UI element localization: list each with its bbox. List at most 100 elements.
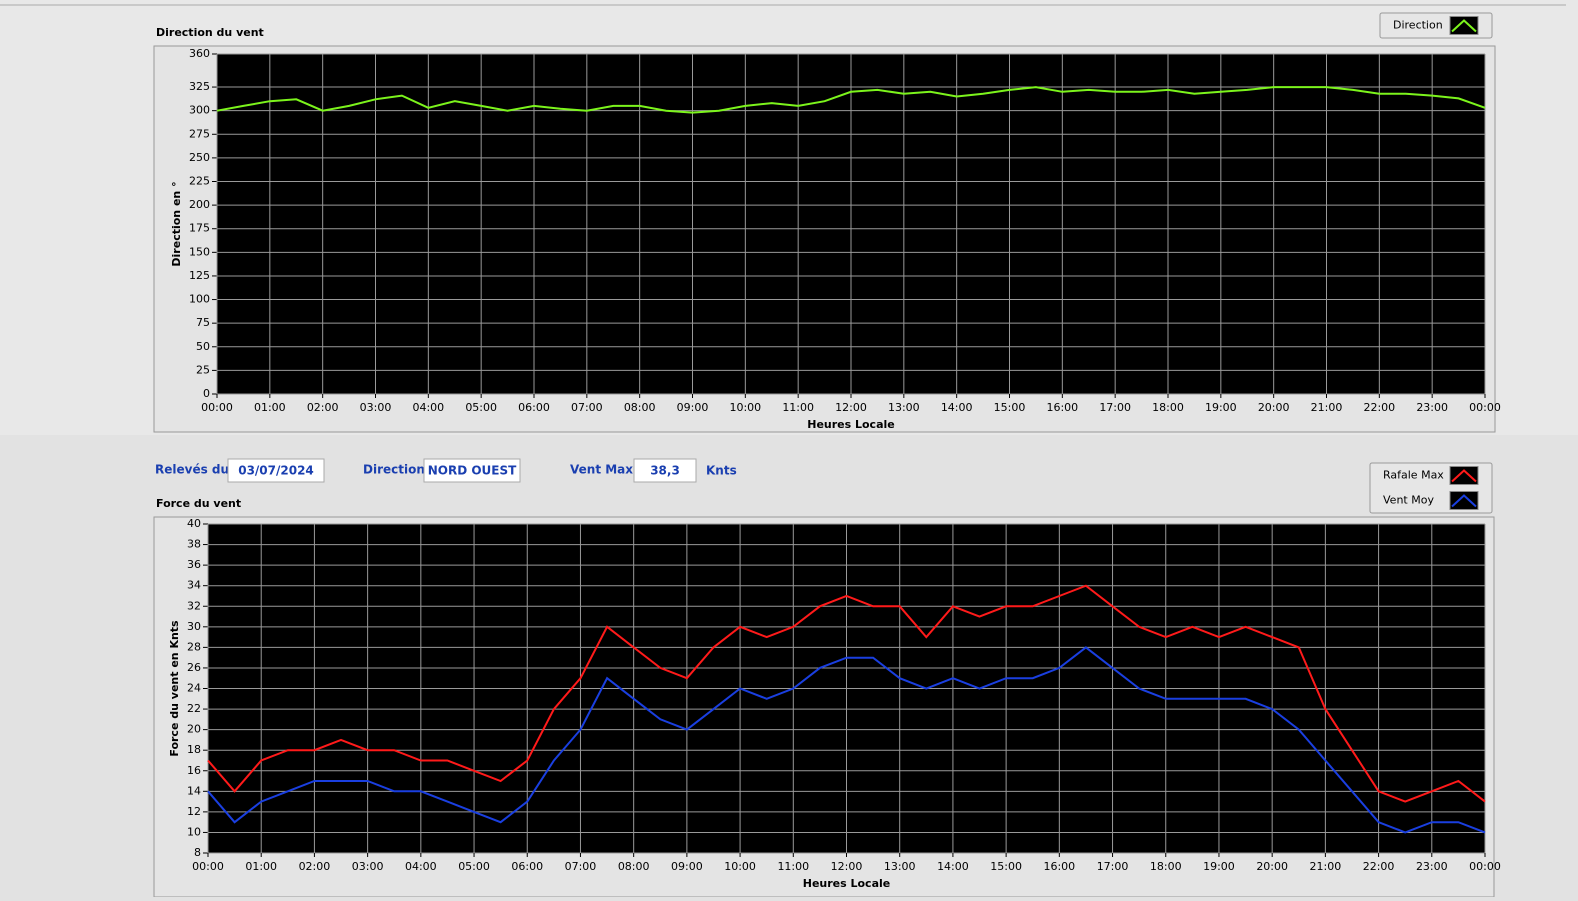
y-tick-label: 100: [189, 293, 210, 306]
x-tick-label: 13:00: [888, 401, 920, 414]
x-tick-label: 00:00: [1469, 401, 1501, 414]
y-tick-label: 28: [187, 640, 201, 653]
y-tick-label: 200: [189, 198, 210, 211]
legend-label: Vent Moy: [1383, 494, 1434, 507]
x-tick-label: 02:00: [299, 860, 331, 873]
legend-swatch: [1451, 494, 1477, 508]
y-tick-label: 38: [187, 538, 201, 551]
y-tick-label: 250: [189, 151, 210, 164]
y-tick-label: 16: [187, 764, 201, 777]
x-tick-label: 11:00: [777, 860, 809, 873]
chart-title: Direction du vent: [156, 26, 264, 39]
y-tick-label: 25: [196, 363, 210, 376]
x-tick-label: 12:00: [831, 860, 863, 873]
y-tick-label: 325: [189, 80, 210, 93]
y-tick-label: 18: [187, 743, 201, 756]
chart-title: Force du vent: [156, 497, 241, 510]
legend-label: Direction: [1393, 19, 1443, 32]
y-tick-label: 36: [187, 558, 201, 571]
y-tick-label: 175: [189, 222, 210, 235]
series-line: [216, 86, 1486, 114]
x-tick-label: 08:00: [624, 401, 656, 414]
x-tick-label: 16:00: [1046, 401, 1078, 414]
x-tick-label: 05:00: [465, 401, 497, 414]
field-value: NORD OUEST: [428, 464, 517, 478]
y-tick-label: 40: [187, 517, 201, 530]
series-line: [207, 584, 1486, 803]
x-tick-label: 06:00: [511, 860, 543, 873]
x-tick-label: 01:00: [254, 401, 286, 414]
x-tick-label: 07:00: [565, 860, 597, 873]
x-tick-label: 17:00: [1099, 401, 1131, 414]
field-unit: Knts: [706, 464, 737, 478]
x-tick-label: 03:00: [360, 401, 392, 414]
field-box: [423, 458, 521, 483]
x-axis-label: Heures Locale: [807, 418, 895, 431]
x-axis-label: Heures Locale: [803, 877, 891, 890]
y-axis-label: Force du vent en Knts: [168, 620, 181, 757]
x-tick-label: 21:00: [1311, 401, 1343, 414]
x-tick-label: 17:00: [1097, 860, 1129, 873]
y-tick-label: 10: [187, 825, 201, 838]
y-tick-label: 30: [187, 620, 201, 633]
x-tick-label: 04:00: [405, 860, 437, 873]
y-tick-label: 50: [196, 340, 210, 353]
x-tick-label: 20:00: [1258, 401, 1290, 414]
x-tick-label: 20:00: [1256, 860, 1288, 873]
x-tick-label: 19:00: [1203, 860, 1235, 873]
legend-swatch: [1451, 469, 1477, 483]
x-tick-label: 10:00: [729, 401, 761, 414]
y-tick-label: 75: [196, 316, 210, 329]
x-tick-label: 04:00: [412, 401, 444, 414]
x-tick-label: 12:00: [835, 401, 867, 414]
x-tick-label: 01:00: [245, 860, 277, 873]
x-tick-label: 18:00: [1150, 860, 1182, 873]
x-tick-label: 10:00: [724, 860, 756, 873]
x-tick-label: 16:00: [1043, 860, 1075, 873]
field-box: [227, 458, 325, 483]
y-axis-label: Direction en °: [170, 181, 183, 266]
x-tick-label: 23:00: [1416, 860, 1448, 873]
series-line: [207, 646, 1486, 834]
field-box: [633, 458, 697, 483]
x-tick-label: 09:00: [677, 401, 709, 414]
x-tick-label: 15:00: [990, 860, 1022, 873]
y-tick-label: 360: [189, 47, 210, 60]
x-tick-label: 14:00: [937, 860, 969, 873]
x-tick-label: 15:00: [994, 401, 1026, 414]
y-tick-label: 300: [189, 104, 210, 117]
legend-swatch-bg: [1449, 16, 1479, 35]
x-tick-label: 00:00: [192, 860, 224, 873]
field-value: 03/07/2024: [238, 464, 314, 478]
x-tick-label: 06:00: [518, 401, 550, 414]
y-tick-label: 20: [187, 723, 201, 736]
x-tick-label: 21:00: [1310, 860, 1342, 873]
y-tick-label: 125: [189, 269, 210, 282]
y-tick-label: 150: [189, 245, 210, 258]
legend-label: Rafale Max: [1383, 469, 1444, 482]
x-tick-label: 13:00: [884, 860, 916, 873]
y-tick-label: 22: [187, 702, 201, 715]
x-tick-label: 22:00: [1363, 860, 1395, 873]
x-tick-label: 00:00: [201, 401, 233, 414]
x-tick-label: 05:00: [458, 860, 490, 873]
y-tick-label: 8: [194, 846, 201, 859]
x-tick-label: 19:00: [1205, 401, 1237, 414]
y-tick-label: 26: [187, 661, 201, 674]
y-tick-label: 0: [203, 387, 210, 400]
y-tick-label: 275: [189, 127, 210, 140]
x-tick-label: 09:00: [671, 860, 703, 873]
x-tick-label: 22:00: [1363, 401, 1395, 414]
legend-swatch-bg: [1449, 466, 1479, 485]
field-label: Relevés du: [155, 463, 229, 477]
x-tick-label: 03:00: [352, 860, 384, 873]
field-label: Vent Max: [570, 463, 633, 477]
x-tick-label: 18:00: [1152, 401, 1184, 414]
y-tick-label: 32: [187, 599, 201, 612]
field-value: 38,3: [650, 464, 680, 478]
x-tick-label: 08:00: [618, 860, 650, 873]
y-tick-label: 12: [187, 805, 201, 818]
x-tick-label: 07:00: [571, 401, 603, 414]
x-tick-label: 00:00: [1469, 860, 1501, 873]
